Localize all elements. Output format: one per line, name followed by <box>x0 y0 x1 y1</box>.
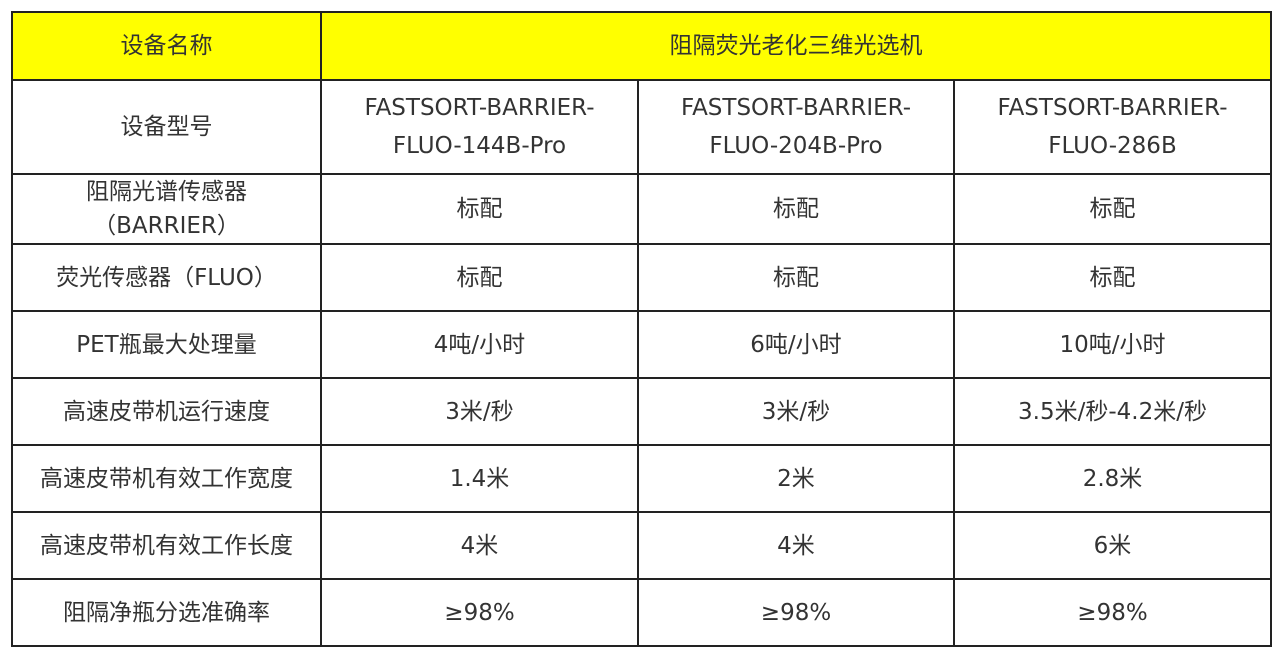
cell: 3米/秒 <box>320 377 639 446</box>
spec-table: 设备名称 阻隔荧光老化三维光选机 设备型号 FASTSORT-BARRIER-F… <box>11 11 1272 647</box>
table-row: 高速皮带机运行速度 3米/秒 3米/秒 3.5米/秒-4.2米/秒 <box>11 377 1272 446</box>
table-row: 阻隔光谱传感器（BARRIER） 标配 标配 标配 <box>11 173 1272 245</box>
cell: 4吨/小时 <box>320 310 639 379</box>
cell: 4米 <box>637 511 955 580</box>
table-row: 荧光传感器（FLUO） 标配 标配 标配 <box>11 243 1272 312</box>
cell: 2米 <box>637 444 955 513</box>
table-row: 阻隔净瓶分选准确率 ≥98% ≥98% ≥98% <box>11 578 1272 647</box>
table-row: 高速皮带机有效工作宽度 1.4米 2米 2.8米 <box>11 444 1272 513</box>
header-row: 设备名称 阻隔荧光老化三维光选机 <box>11 11 1272 81</box>
cell: ≥98% <box>953 578 1272 647</box>
cell: 1.4米 <box>320 444 639 513</box>
cell: FASTSORT-BARRIER-FLUO-204B-Pro <box>637 79 955 175</box>
cell: 3米/秒 <box>637 377 955 446</box>
table-row: 高速皮带机有效工作长度 4米 4米 6米 <box>11 511 1272 580</box>
header-value: 阻隔荧光老化三维光选机 <box>320 11 1272 81</box>
row-label: PET瓶最大处理量 <box>11 310 322 379</box>
cell: 2.8米 <box>953 444 1272 513</box>
row-label: 设备型号 <box>11 79 322 175</box>
cell: FASTSORT-BARRIER-FLUO-286B <box>953 79 1272 175</box>
cell: 标配 <box>637 173 955 245</box>
cell: 3.5米/秒-4.2米/秒 <box>953 377 1272 446</box>
cell: 标配 <box>320 173 639 245</box>
row-label: 高速皮带机运行速度 <box>11 377 322 446</box>
cell: 6吨/小时 <box>637 310 955 379</box>
cell: 4米 <box>320 511 639 580</box>
row-label: 高速皮带机有效工作宽度 <box>11 444 322 513</box>
cell: 标配 <box>637 243 955 312</box>
cell: ≥98% <box>320 578 639 647</box>
table-row: PET瓶最大处理量 4吨/小时 6吨/小时 10吨/小时 <box>11 310 1272 379</box>
cell: 6米 <box>953 511 1272 580</box>
row-label: 阻隔净瓶分选准确率 <box>11 578 322 647</box>
cell: FASTSORT-BARRIER-FLUO-144B-Pro <box>320 79 639 175</box>
row-label: 阻隔光谱传感器（BARRIER） <box>11 173 322 245</box>
cell: 标配 <box>320 243 639 312</box>
cell: 标配 <box>953 243 1272 312</box>
cell: 10吨/小时 <box>953 310 1272 379</box>
cell: ≥98% <box>637 578 955 647</box>
row-label: 荧光传感器（FLUO） <box>11 243 322 312</box>
row-label: 高速皮带机有效工作长度 <box>11 511 322 580</box>
cell: 标配 <box>953 173 1272 245</box>
header-label: 设备名称 <box>11 11 322 81</box>
table-row: 设备型号 FASTSORT-BARRIER-FLUO-144B-Pro FAST… <box>11 79 1272 175</box>
